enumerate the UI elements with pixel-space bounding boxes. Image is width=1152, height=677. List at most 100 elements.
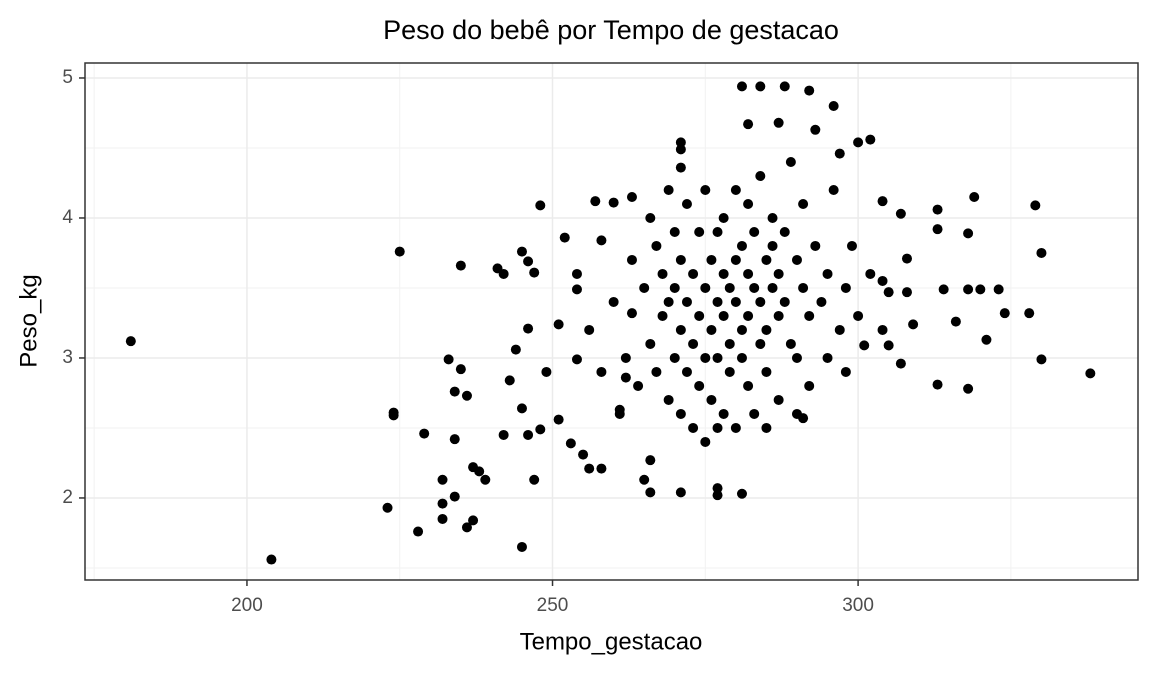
point bbox=[736, 352, 747, 363]
point bbox=[694, 380, 705, 391]
point bbox=[761, 254, 772, 265]
point bbox=[437, 474, 448, 485]
point bbox=[669, 282, 680, 293]
point bbox=[755, 170, 766, 181]
point bbox=[571, 268, 582, 279]
point bbox=[419, 428, 430, 439]
point bbox=[455, 364, 466, 375]
point bbox=[437, 498, 448, 509]
y-tick-label: 5 bbox=[62, 67, 73, 88]
point bbox=[455, 260, 466, 271]
point bbox=[877, 275, 888, 286]
point bbox=[816, 296, 827, 307]
point bbox=[743, 310, 754, 321]
y-tick-label: 4 bbox=[62, 207, 73, 228]
point bbox=[730, 184, 741, 195]
x-tick-label: 300 bbox=[842, 595, 874, 616]
point bbox=[846, 240, 857, 251]
point bbox=[681, 296, 692, 307]
point bbox=[932, 379, 943, 390]
chart-title: Peso do bebê por Tempo de gestacao bbox=[383, 15, 839, 45]
point bbox=[498, 268, 509, 279]
point bbox=[620, 352, 631, 363]
point bbox=[706, 394, 717, 405]
point bbox=[840, 366, 851, 377]
point bbox=[779, 226, 790, 237]
point bbox=[963, 284, 974, 295]
point bbox=[938, 284, 949, 295]
point bbox=[516, 246, 527, 257]
point bbox=[810, 124, 821, 135]
point bbox=[1036, 354, 1047, 365]
point bbox=[798, 282, 809, 293]
point bbox=[724, 366, 735, 377]
point bbox=[663, 296, 674, 307]
point bbox=[474, 466, 485, 477]
point bbox=[828, 184, 839, 195]
point bbox=[724, 338, 735, 349]
point bbox=[828, 100, 839, 111]
point bbox=[449, 491, 460, 502]
point bbox=[626, 308, 637, 319]
plot-border bbox=[84, 62, 1139, 581]
point bbox=[553, 414, 564, 425]
point bbox=[908, 319, 919, 330]
point bbox=[712, 422, 723, 433]
point bbox=[675, 254, 686, 265]
point bbox=[657, 310, 668, 321]
point bbox=[736, 81, 747, 92]
point bbox=[779, 81, 790, 92]
point bbox=[498, 429, 509, 440]
point bbox=[932, 224, 943, 235]
point bbox=[767, 212, 778, 223]
point bbox=[859, 340, 870, 351]
point bbox=[755, 296, 766, 307]
point bbox=[706, 324, 717, 335]
point bbox=[675, 408, 686, 419]
y-tick-label: 3 bbox=[62, 347, 73, 368]
point bbox=[571, 284, 582, 295]
point bbox=[804, 310, 815, 321]
point bbox=[712, 352, 723, 363]
point bbox=[388, 410, 399, 421]
point bbox=[449, 434, 460, 445]
point bbox=[645, 487, 656, 498]
point bbox=[901, 253, 912, 264]
point bbox=[755, 338, 766, 349]
point bbox=[712, 226, 723, 237]
point bbox=[394, 246, 405, 257]
point bbox=[865, 134, 876, 145]
point bbox=[645, 212, 656, 223]
point bbox=[975, 284, 986, 295]
point bbox=[999, 308, 1010, 319]
point bbox=[767, 240, 778, 251]
point bbox=[773, 117, 784, 128]
point bbox=[718, 310, 729, 321]
point bbox=[468, 515, 479, 526]
point bbox=[743, 380, 754, 391]
point bbox=[718, 268, 729, 279]
point bbox=[712, 296, 723, 307]
point bbox=[700, 352, 711, 363]
point bbox=[755, 81, 766, 92]
point bbox=[669, 352, 680, 363]
point bbox=[523, 323, 534, 334]
point bbox=[730, 254, 741, 265]
point bbox=[633, 380, 644, 391]
point bbox=[535, 424, 546, 435]
point bbox=[895, 208, 906, 219]
point bbox=[663, 184, 674, 195]
point bbox=[620, 372, 631, 383]
point bbox=[382, 502, 393, 513]
point bbox=[1030, 200, 1041, 211]
point bbox=[681, 198, 692, 209]
point bbox=[895, 358, 906, 369]
point bbox=[639, 282, 650, 293]
point bbox=[767, 282, 778, 293]
point bbox=[626, 254, 637, 265]
point bbox=[761, 366, 772, 377]
point bbox=[736, 488, 747, 499]
point bbox=[590, 196, 601, 207]
point bbox=[749, 408, 760, 419]
